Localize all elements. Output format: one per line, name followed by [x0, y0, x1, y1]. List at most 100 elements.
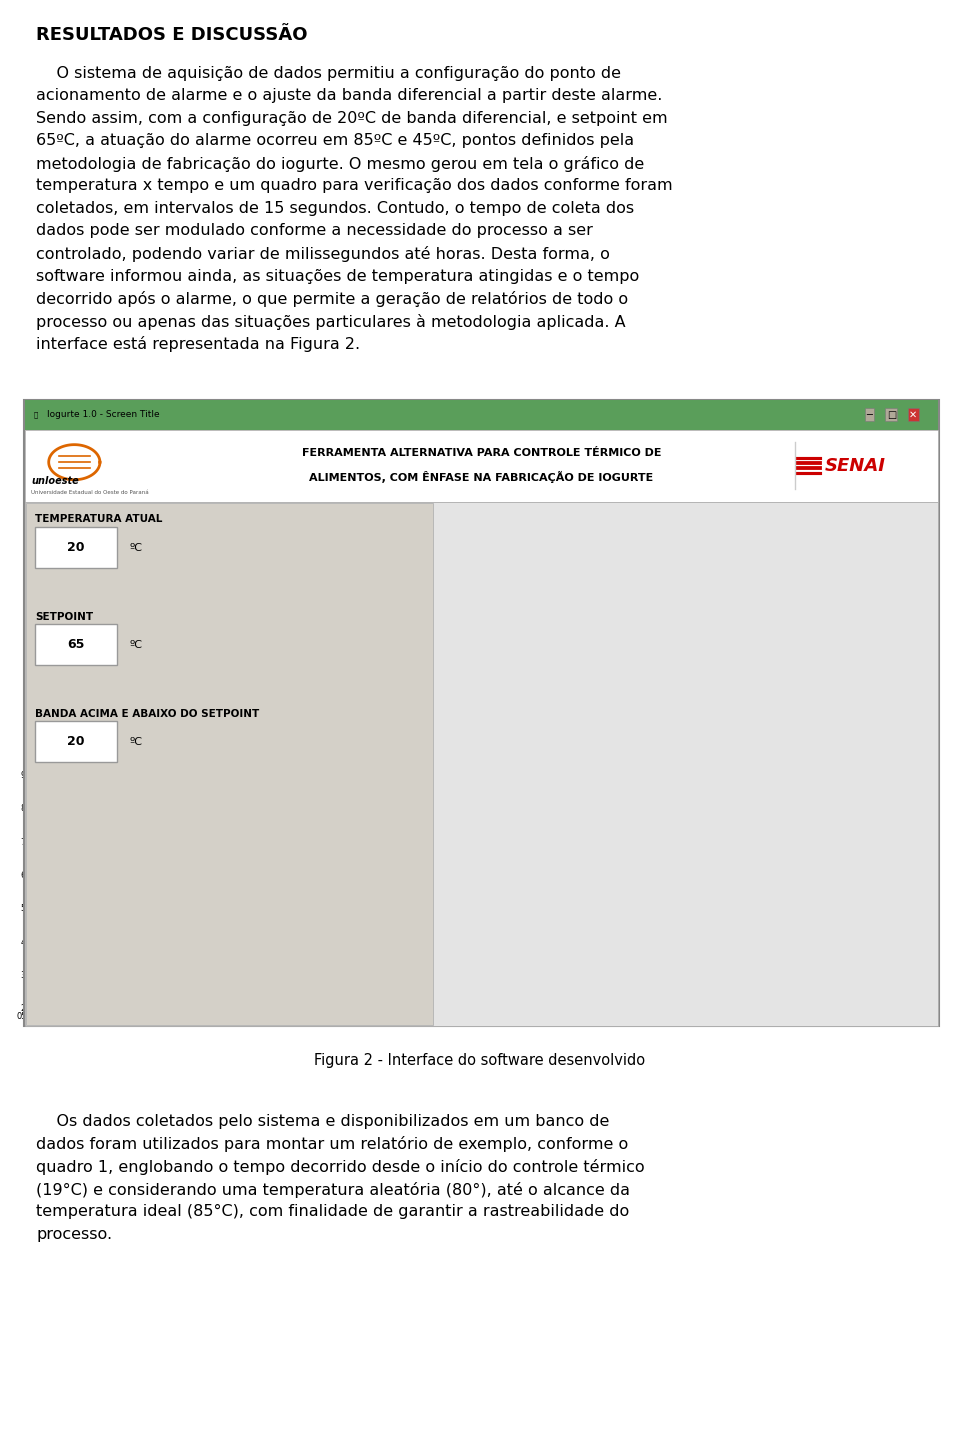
Text: 74: 74 — [735, 817, 747, 826]
FancyBboxPatch shape — [25, 400, 938, 430]
Text: 10/10/2012 17:47:44: 10/10/2012 17:47:44 — [439, 502, 533, 511]
Text: 71: 71 — [735, 612, 747, 622]
Text: 10/10/2012 17:52:59: 10/10/2012 17:52:59 — [439, 833, 534, 842]
Text: processo ou apenas das situações particulares à metodologia aplicada. A: processo ou apenas das situações particu… — [36, 313, 626, 329]
Text: processo.: processo. — [36, 1226, 112, 1242]
FancyBboxPatch shape — [434, 482, 905, 496]
FancyBboxPatch shape — [890, 466, 904, 923]
Text: RESULTADOS E DISCUSSÃO: RESULTADOS E DISCUSSÃO — [36, 26, 308, 44]
Text: Iogurte 1.0 - Screen Title: Iogurte 1.0 - Screen Title — [47, 411, 159, 419]
Text: 10/10/2012 17:52:14: 10/10/2012 17:52:14 — [439, 785, 533, 795]
Text: 49: 49 — [735, 911, 747, 920]
FancyBboxPatch shape — [434, 750, 905, 764]
FancyBboxPatch shape — [434, 891, 905, 907]
Text: decorrido após o alarme, o que permite a geração de relatórios de todo o: decorrido após o alarme, o que permite a… — [36, 291, 629, 307]
Text: 53: 53 — [735, 895, 747, 904]
FancyBboxPatch shape — [434, 796, 905, 812]
Text: 65: 65 — [67, 638, 84, 651]
Text: 70: 70 — [735, 628, 747, 636]
FancyBboxPatch shape — [434, 561, 905, 577]
FancyBboxPatch shape — [434, 655, 905, 670]
Text: 20: 20 — [67, 542, 84, 555]
Text: 10/10/2012 17:51:29: 10/10/2012 17:51:29 — [439, 738, 534, 747]
Text: 74: 74 — [735, 801, 747, 810]
Text: 20: 20 — [67, 735, 84, 748]
Text: 10/10/2012 17:53:29: 10/10/2012 17:53:29 — [439, 865, 534, 874]
Text: 46: 46 — [735, 470, 747, 479]
FancyBboxPatch shape — [434, 812, 905, 828]
Text: ºC: ºC — [130, 543, 142, 553]
FancyBboxPatch shape — [434, 639, 905, 655]
Text: ▲: ▲ — [895, 454, 900, 460]
Text: 10/10/2012 17:48:14: 10/10/2012 17:48:14 — [439, 533, 533, 542]
Text: 10/10/2012 17:50:29: 10/10/2012 17:50:29 — [439, 676, 534, 684]
FancyBboxPatch shape — [434, 875, 905, 891]
FancyBboxPatch shape — [434, 670, 905, 686]
Text: 83: 83 — [735, 785, 747, 795]
Text: 65ºC, a atuação do alarme ocorreu em 85ºC e 45ºC, pontos definidos pela: 65ºC, a atuação do alarme ocorreu em 85º… — [36, 132, 635, 149]
FancyBboxPatch shape — [434, 529, 905, 545]
Text: 10/10/2012 17:53:44: 10/10/2012 17:53:44 — [439, 879, 533, 890]
Text: Temperatura: Temperatura — [735, 453, 805, 463]
Text: SENAI: SENAI — [825, 457, 885, 475]
Text: Registro:  |◄ ◄  1  ► ►|  de 997: Registro: |◄ ◄ 1 ► ►| de 997 — [439, 925, 568, 935]
FancyBboxPatch shape — [434, 734, 905, 750]
Text: 49: 49 — [735, 486, 747, 495]
Text: 51: 51 — [735, 502, 747, 511]
Text: 56: 56 — [735, 533, 747, 542]
FancyBboxPatch shape — [434, 466, 905, 482]
Text: 66: 66 — [735, 581, 747, 590]
Text: 85: 85 — [735, 754, 747, 763]
Text: 10/10/2012 17:48:59: 10/10/2012 17:48:59 — [439, 581, 534, 590]
Text: 54: 54 — [735, 517, 747, 527]
FancyBboxPatch shape — [434, 859, 905, 875]
FancyBboxPatch shape — [434, 450, 905, 926]
Text: 10/10/2012 17:51:44: 10/10/2012 17:51:44 — [439, 754, 533, 763]
Text: 63: 63 — [735, 565, 747, 574]
Text: (19°C) e considerando uma temperatura aleatória (80°), até o alcance da: (19°C) e considerando uma temperatura al… — [36, 1182, 631, 1197]
FancyBboxPatch shape — [434, 545, 905, 561]
FancyBboxPatch shape — [434, 686, 905, 702]
Text: 10/10/2012 17:49:14: 10/10/2012 17:49:14 — [439, 597, 533, 606]
Text: □: □ — [887, 409, 896, 419]
Text: 64: 64 — [735, 865, 747, 874]
FancyBboxPatch shape — [434, 450, 905, 466]
Text: 70: 70 — [735, 597, 747, 606]
Text: 10/10/2012 17:53:14: 10/10/2012 17:53:14 — [439, 849, 534, 858]
Text: 10/10/2012 17:49:44: 10/10/2012 17:49:44 — [439, 628, 533, 636]
FancyBboxPatch shape — [434, 907, 905, 923]
Text: dados pode ser modulado conforme a necessidade do processo a ser: dados pode ser modulado conforme a neces… — [36, 223, 593, 239]
Text: Os dados coletados pelo sistema e disponibilizados em um banco de: Os dados coletados pelo sistema e dispon… — [36, 1114, 610, 1128]
Text: 10/10/2012 17:51:14: 10/10/2012 17:51:14 — [439, 722, 534, 731]
Text: 10/10/2012 17:53:59: 10/10/2012 17:53:59 — [439, 895, 534, 904]
Text: 77: 77 — [735, 660, 747, 668]
Text: ºC: ºC — [130, 639, 142, 649]
FancyBboxPatch shape — [434, 513, 905, 529]
Text: TEMPERATURA ATUAL: TEMPERATURA ATUAL — [35, 514, 162, 524]
Text: 10/10/2012 17:48:29: 10/10/2012 17:48:29 — [439, 549, 533, 558]
Text: 10/10/2012 17:50:44: 10/10/2012 17:50:44 — [439, 690, 533, 700]
Text: 84: 84 — [735, 738, 747, 747]
FancyBboxPatch shape — [434, 607, 905, 623]
Text: 80: 80 — [735, 706, 747, 715]
FancyBboxPatch shape — [25, 430, 938, 502]
Text: 10/10/2012 17:47:14: 10/10/2012 17:47:14 — [439, 470, 533, 479]
FancyBboxPatch shape — [434, 764, 905, 780]
Text: O sistema de aquisição de dados permitiu a configuração do ponto de: O sistema de aquisição de dados permitiu… — [36, 66, 621, 80]
Text: 10/10/2012 17:48:44: 10/10/2012 17:48:44 — [439, 565, 533, 574]
Text: 10/10/2012 17:49:59: 10/10/2012 17:49:59 — [439, 644, 534, 652]
Text: unloeste: unloeste — [32, 476, 79, 486]
FancyBboxPatch shape — [434, 844, 905, 859]
Text: 10/10/2012 17:49:29: 10/10/2012 17:49:29 — [439, 612, 533, 622]
Text: controlado, podendo variar de milissegundos até horas. Desta forma, o: controlado, podendo variar de milissegun… — [36, 246, 611, 262]
Text: 10/10/2012 17:47:59: 10/10/2012 17:47:59 — [439, 517, 534, 527]
FancyBboxPatch shape — [434, 718, 905, 734]
Text: quadro 1, englobando o tempo decorrido desde o início do controle térmico: quadro 1, englobando o tempo decorrido d… — [36, 1159, 645, 1175]
FancyBboxPatch shape — [434, 591, 905, 607]
Text: FERRAMENTA ALTERNATIVA PARA CONTROLE TÉRMICO DE: FERRAMENTA ALTERNATIVA PARA CONTROLE TÉR… — [301, 448, 661, 457]
Text: 86: 86 — [735, 770, 747, 779]
FancyBboxPatch shape — [434, 780, 905, 796]
Text: 10/10/2012 17:52:44: 10/10/2012 17:52:44 — [439, 817, 533, 826]
Text: ✕: ✕ — [909, 409, 918, 419]
Text: 10/10/2012 17:51:59: 10/10/2012 17:51:59 — [439, 770, 534, 779]
